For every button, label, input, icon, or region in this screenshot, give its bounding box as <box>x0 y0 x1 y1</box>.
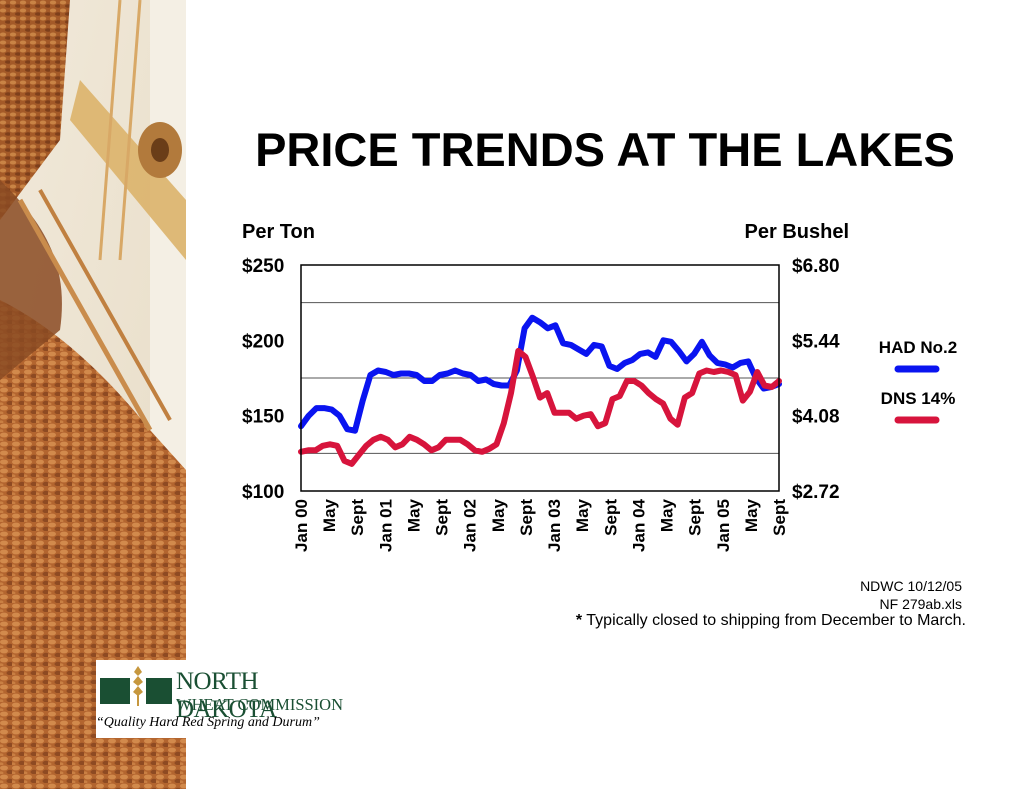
page-title: PRICE TRENDS AT THE LAKES <box>255 123 955 176</box>
x-tick-label: May <box>320 498 339 532</box>
x-tick-label: Jan 05 <box>714 499 733 552</box>
left-tick-label: $200 <box>242 331 284 352</box>
footnote-mark: * <box>575 612 583 629</box>
right-axis-title: Per Bushel <box>745 221 849 243</box>
legend-label: DNS 14% <box>881 389 956 408</box>
x-tick-label: Sept <box>348 499 367 536</box>
series-line <box>298 314 782 434</box>
x-tick-label: May <box>658 498 677 532</box>
price-chart: Per Ton Per Bushel $250 $200 $150 $100 $6.80… <box>242 221 957 552</box>
right-tick-label: $6.80 <box>792 256 840 277</box>
logo-tagline: “Quality Hard Red Spring and Durum” <box>96 715 320 730</box>
plot-frame <box>300 264 780 492</box>
source-note-line-1: NDWC 10/12/05 <box>860 578 962 594</box>
logo-name-line-1: NORTH DAKOTA <box>176 668 277 723</box>
x-tick-label: Sept <box>770 499 789 536</box>
x-tick-label: May <box>573 498 592 532</box>
x-tick-label: May <box>405 498 424 532</box>
ndwc-logo: NORTH DAKOTA WHEAT COMMISSION “Quality H… <box>96 660 354 738</box>
right-tick-label: $5.44 <box>792 331 840 352</box>
series-line <box>298 347 782 467</box>
source-note-line-2: NF 279ab.xls <box>879 596 962 612</box>
x-tick-label: May <box>742 498 761 532</box>
left-tick-label: $150 <box>242 407 284 428</box>
x-tick-label: May <box>489 498 508 532</box>
right-tick-label: $4.08 <box>792 407 840 428</box>
footnote-text: Typically closed to shipping from Decemb… <box>582 612 966 629</box>
logo-name-line-2: WHEAT COMMISSION <box>176 695 343 714</box>
legend-label: HAD No.2 <box>879 338 957 357</box>
x-tick-label: Sept <box>686 499 705 536</box>
x-tick-label: Sept <box>517 499 536 536</box>
x-tick-label: Jan 01 <box>376 499 395 552</box>
footnote: * Typically closed to shipping from Dece… <box>576 612 966 630</box>
x-tick-label: Sept <box>433 499 452 536</box>
x-tick-label: Jan 03 <box>545 499 564 552</box>
left-tick-label: $250 <box>242 256 284 277</box>
right-tick-label: $2.72 <box>792 482 840 503</box>
x-tick-label: Jan 02 <box>461 499 480 552</box>
left-tick-label: $100 <box>242 482 284 503</box>
wheat-emblem-icon <box>100 666 172 706</box>
x-tick-label: Jan 04 <box>629 498 648 551</box>
left-axis-title: Per Ton <box>242 221 315 243</box>
x-tick-label: Jan 00 <box>292 499 311 552</box>
x-tick-label: Sept <box>601 499 620 536</box>
